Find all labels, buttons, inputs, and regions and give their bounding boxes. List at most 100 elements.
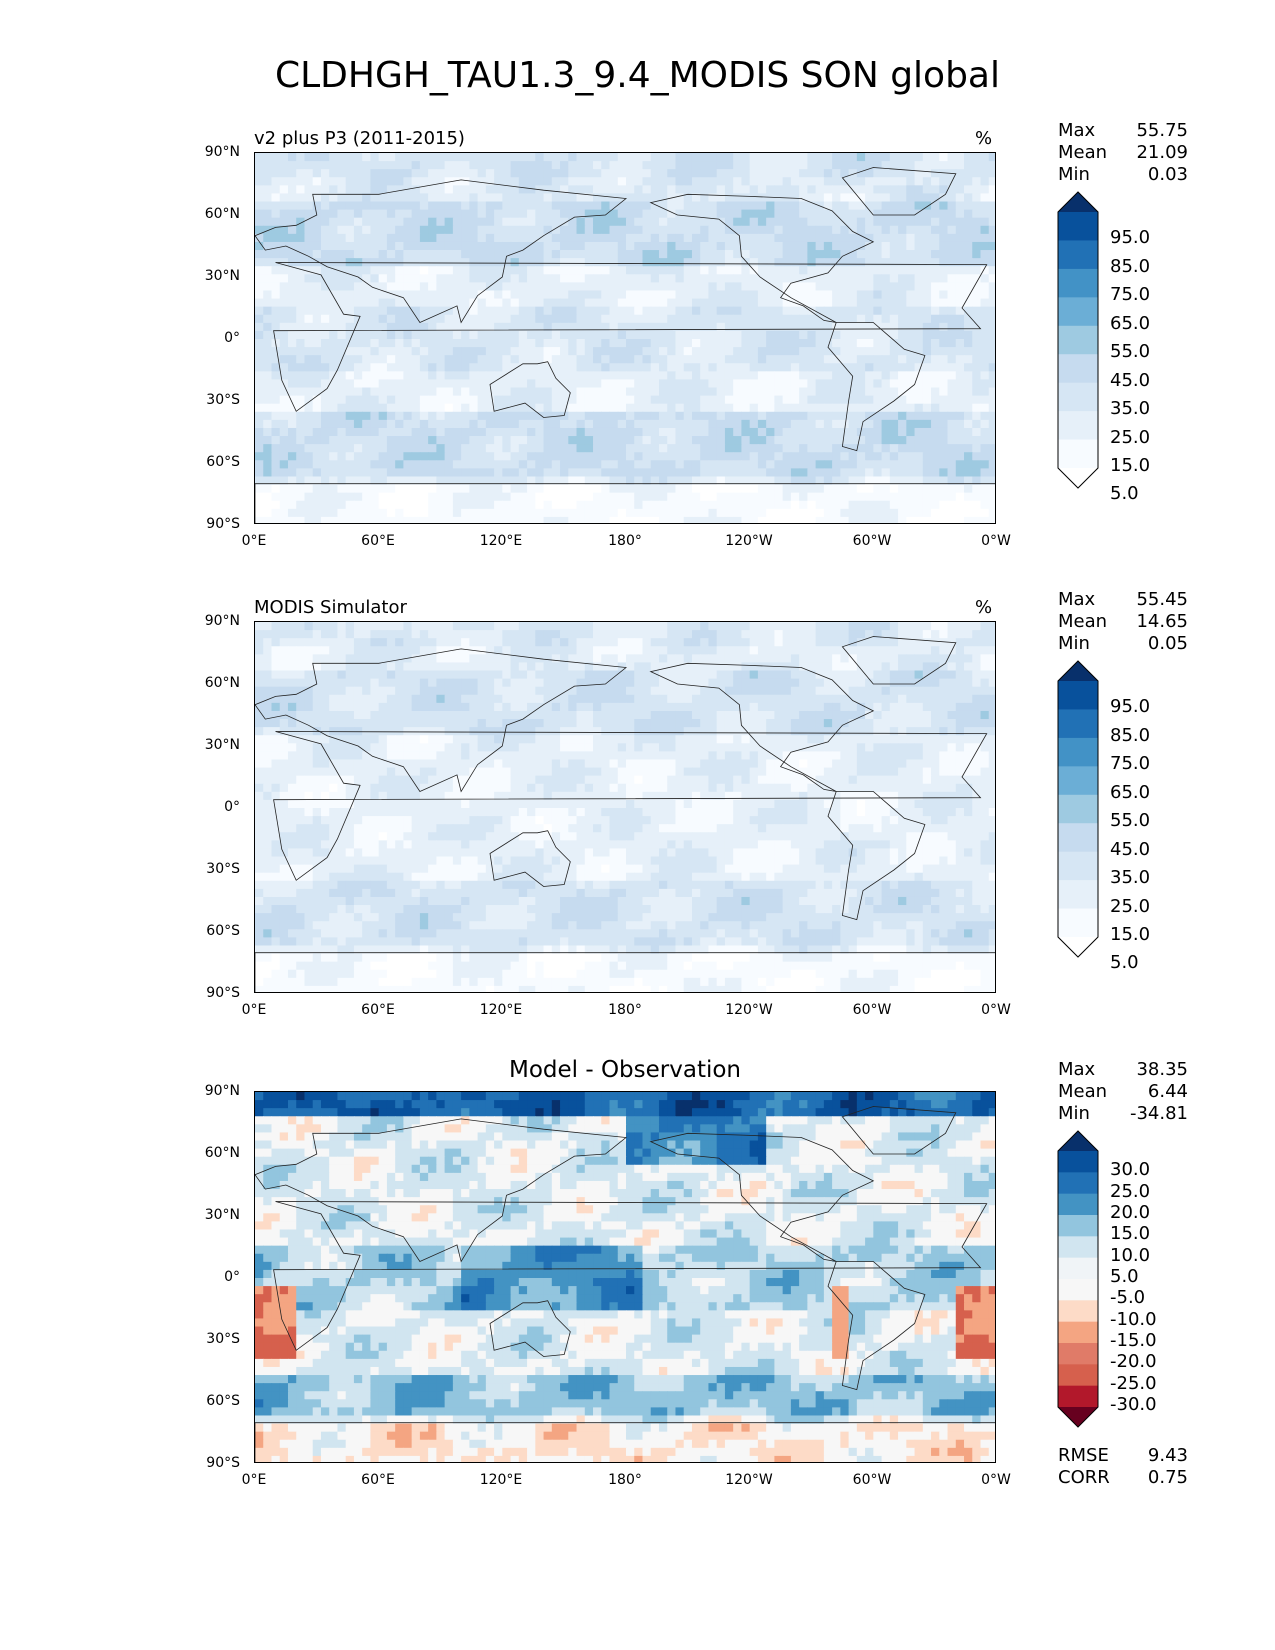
lat-tick-label: 30°N [204, 737, 240, 753]
lat-tick-label: 90°N [204, 613, 240, 629]
lon-tick-label: 120°E [479, 1472, 523, 1488]
lon-tick-label: 120°W [725, 533, 773, 549]
stats-box: Max 55.45 Mean 14.65 Min 0.05 [1058, 589, 1188, 655]
panel-model: v2 plus P3 (2011-2015) % 90°N 60°N 30°N … [0, 120, 1275, 598]
colorbar-tick-label: 65.0 [1110, 781, 1151, 803]
colorbar-extend-bottom [1058, 468, 1098, 488]
colorbar-tick-label: 20.0 [1110, 1202, 1151, 1223]
colorbar [1057, 1130, 1099, 1428]
lon-tick-label: 60°W [852, 1002, 892, 1018]
map-area [254, 152, 996, 524]
colorbar-segment [1058, 354, 1098, 384]
coastline [255, 952, 995, 992]
lon-tick-label: 180° [608, 1002, 642, 1018]
panel-title: Model - Observation [508, 1057, 742, 1083]
coastline [649, 662, 875, 792]
colorbar-segment [1058, 1321, 1098, 1344]
coastline [273, 262, 988, 412]
colorbar-tick-label: 10.0 [1110, 1244, 1151, 1266]
colorbar-tick-label: 30.0 [1110, 1159, 1151, 1181]
stat-max: 38.35 [1136, 1059, 1188, 1080]
colorbar-outline [1057, 1130, 1099, 1428]
colorbar-tick-label: 25.0 [1110, 895, 1151, 917]
lon-tick-label: 0°E [241, 1002, 267, 1018]
colorbar-tick-label: -20.0 [1110, 1351, 1157, 1373]
lon-tick-label: 60°E [361, 1472, 395, 1488]
stat-mean: 6.44 [1147, 1081, 1188, 1102]
corr-value: 0.75 [1147, 1467, 1188, 1488]
stat-label: Min [1058, 164, 1090, 185]
stat-label: Max [1058, 120, 1096, 141]
colorbar-tick-label: 75.0 [1110, 753, 1151, 775]
stat-mean: 14.65 [1136, 611, 1188, 632]
lat-tick-label: 90°S [206, 516, 240, 532]
coastline [827, 322, 926, 452]
coastline [255, 179, 628, 324]
lat-tick-label: 60°N [204, 675, 240, 691]
lon-tick-label: 0°W [981, 1002, 1011, 1018]
coastline [841, 1106, 957, 1155]
lat-tick-label: 60°S [206, 923, 240, 939]
colorbar [1057, 191, 1099, 489]
map-area [254, 621, 996, 993]
panel-title: v2 plus P3 (2011-2015) [254, 128, 465, 149]
lat-tick-label: 30°N [204, 268, 240, 284]
colorbar-tick-label: 35.0 [1110, 398, 1151, 420]
panel-observation: MODIS Simulator % 90°N 60°N 30°N 0° 30°S… [0, 589, 1275, 1067]
lon-tick-label: 60°E [361, 533, 395, 549]
lon-tick-label: 120°W [725, 1002, 773, 1018]
colorbar-segment [1058, 1172, 1098, 1195]
colorbar-extend-top [1058, 661, 1098, 681]
colorbar-extend-top [1058, 192, 1098, 212]
colorbar-segment [1058, 1300, 1098, 1323]
colorbar-tick-label: 25.0 [1110, 1180, 1151, 1202]
colorbar-segment [1058, 439, 1098, 469]
lat-tick-label: 30°S [206, 1331, 240, 1347]
colorbar-tick-label: 55.0 [1110, 810, 1151, 832]
colorbar-segment [1058, 1343, 1098, 1365]
colorbar-tick-label: 45.0 [1110, 838, 1151, 860]
stat-min: 0.05 [1147, 633, 1188, 654]
lon-tick-label: 60°W [852, 1472, 892, 1488]
lon-tick-label: 180° [608, 533, 642, 549]
colorbar-segment [1058, 1215, 1098, 1237]
corr-label: CORR [1058, 1467, 1110, 1488]
lon-tick-label: 60°W [852, 533, 892, 549]
panel-difference: Model - Observation 90°N 60°N 30°N 0° 30… [0, 1057, 1275, 1537]
colorbar-segment [1058, 297, 1098, 327]
colorbar-outline [1057, 660, 1099, 958]
colorbar-tick-label: 5.0 [1110, 1266, 1139, 1287]
coastline [841, 167, 957, 216]
colorbar-segment [1058, 737, 1098, 767]
lon-tick-label: 0°E [241, 1472, 267, 1488]
lon-tick-label: 120°W [725, 1472, 773, 1488]
coastline [649, 1132, 875, 1262]
colorbar-extend-top [1058, 1131, 1098, 1151]
colorbar-tick-label: 85.0 [1110, 255, 1151, 277]
colorbar-tick-label: -25.0 [1110, 1372, 1157, 1394]
coastline [255, 1422, 995, 1462]
colorbar-segment [1058, 325, 1098, 355]
map-area [254, 1091, 996, 1463]
lon-tick-label: 60°E [361, 1002, 395, 1018]
lat-tick-label: 0° [224, 1269, 240, 1285]
colorbar-extend-bottom [1058, 1407, 1098, 1427]
stat-mean: 21.09 [1136, 142, 1188, 163]
stat-label: Max [1058, 1059, 1096, 1080]
colorbar-segment [1058, 1279, 1098, 1301]
coastline [273, 1201, 988, 1351]
lat-tick-label: 90°N [204, 144, 240, 160]
colorbar-tick-label: -10.0 [1110, 1308, 1157, 1330]
stat-max: 55.75 [1136, 120, 1188, 141]
lat-tick-label: 60°N [204, 1145, 240, 1161]
lon-tick-label: 120°E [479, 1002, 523, 1018]
colorbar-segment [1058, 240, 1098, 270]
colorbar-segment [1058, 851, 1098, 881]
colorbar-segment [1058, 681, 1098, 710]
colorbar-tick-label: 15.0 [1110, 924, 1151, 945]
colorbar-segment [1058, 411, 1098, 441]
lat-tick-label: 60°S [206, 454, 240, 470]
lat-tick-label: 30°N [204, 1207, 240, 1223]
colorbar-segment [1058, 823, 1098, 853]
stats-box: Max 38.35 Mean 6.44 Min -34.81 [1058, 1059, 1188, 1125]
